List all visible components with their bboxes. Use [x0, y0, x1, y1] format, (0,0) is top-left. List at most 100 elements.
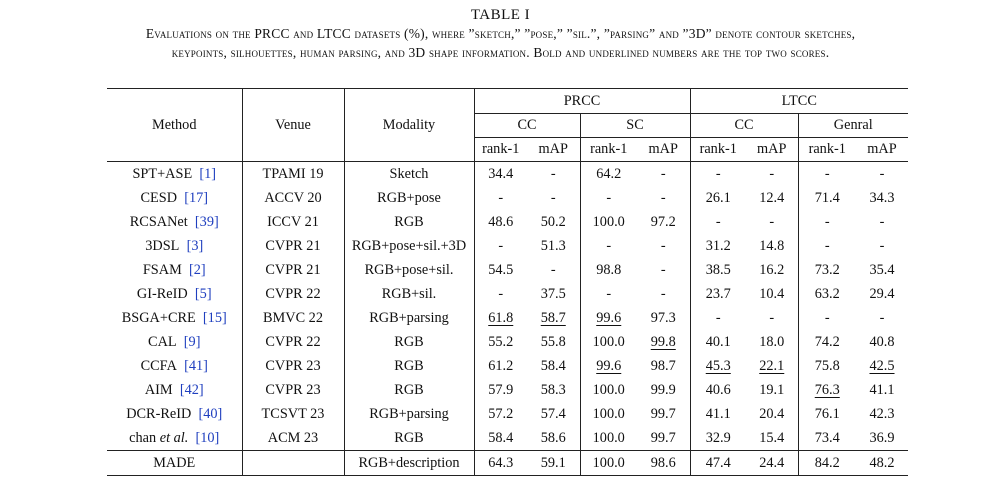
- citation-link[interactable]: [39]: [194, 213, 219, 230]
- score-cell: 48.6: [488, 213, 514, 230]
- venue-cell: TCSVT 23: [242, 402, 345, 426]
- table-row: CCFA [41] CVPR 23 RGB 61.2 58.4 99.6 98.7 45.3 2…: [107, 354, 908, 378]
- score-cell: 34.3: [869, 189, 895, 206]
- table-row: GI-ReID [5] CVPR 22 RGB+sil. -37.5- -23.7 10.…: [107, 282, 908, 306]
- score-cell: 15.4: [746, 426, 799, 451]
- method-cell: SPT+ASE [1]: [107, 161, 243, 186]
- header-method: Method: [107, 88, 243, 162]
- score-cell: 40.8: [869, 333, 895, 350]
- score-cell: 29.4: [869, 285, 895, 302]
- table-row: chan et al. [10] ACM 23 RGB 58.4 58.6 100.0 99…: [107, 426, 908, 451]
- score-cell: 73.4: [814, 429, 840, 446]
- method-name: FSAM: [142, 261, 182, 278]
- header-map: mAP: [527, 137, 581, 162]
- venue-cell: ICCV 21: [242, 210, 345, 234]
- header-prcc-sc: SC: [580, 113, 691, 138]
- score-cell: 97.2: [637, 210, 691, 234]
- score-cell: -: [498, 237, 504, 254]
- modality-cell: RGB+sil.: [344, 282, 475, 306]
- score-cell: 16.2: [746, 258, 799, 282]
- score-cell: 57.9: [488, 381, 514, 398]
- method-cell: 3DSL [3]: [107, 234, 243, 258]
- score-cell: -: [824, 165, 830, 182]
- score-cell: -: [879, 237, 885, 254]
- venue-cell: CVPR 21: [242, 258, 345, 282]
- score-cell: 55.8: [527, 330, 581, 354]
- table-row: 3DSL [3] CVPR 21 RGB+pose+sil.+3D -51.3- -31…: [107, 234, 908, 258]
- score-cell: 18.0: [746, 330, 799, 354]
- score-cell: 76.1: [814, 405, 840, 422]
- score-cell: 74.2: [814, 333, 840, 350]
- score-cell: -: [746, 306, 799, 330]
- score-cell: 98.6: [637, 450, 691, 476]
- score-cell: -: [715, 213, 721, 230]
- header-map: mAP: [637, 137, 691, 162]
- score-cell: 64.3: [488, 454, 514, 471]
- header-map: mAP: [867, 141, 897, 157]
- citation-link[interactable]: [42]: [179, 381, 204, 398]
- citation-link[interactable]: [41]: [184, 357, 208, 374]
- score-cell: 31.2: [705, 237, 731, 254]
- modality-cell: RGB: [344, 378, 475, 402]
- header-ltcc-cc: CC: [690, 113, 799, 138]
- method-name: CAL: [148, 333, 177, 350]
- score-cell: 20.4: [746, 402, 799, 426]
- score-cell: 48.2: [869, 454, 895, 471]
- header-ltcc-general: Genral: [798, 113, 908, 138]
- score-cell: 42.5: [869, 357, 895, 374]
- score-cell: 40.6: [705, 381, 731, 398]
- score-cell: -: [527, 161, 581, 186]
- method-name: CESD: [140, 189, 178, 206]
- modality-cell: RGB+parsing: [344, 402, 475, 426]
- table-row: SPT+ASE [1] TPAMI 19 Sketch 34.4-64.2- - - - -: [107, 161, 908, 186]
- score-cell: 26.1: [705, 189, 731, 206]
- header-rank1: rank-1: [808, 141, 846, 157]
- score-cell: 19.1: [746, 378, 799, 402]
- citation-link[interactable]: [9]: [183, 333, 201, 350]
- table-row: FSAM [2] CVPR 21 RGB+pose+sil. 54.5-98.8-38…: [107, 258, 908, 282]
- score-cell: 100.0: [592, 454, 625, 471]
- citation-link[interactable]: [40]: [198, 405, 223, 422]
- citation-link[interactable]: [17]: [184, 189, 209, 206]
- header-prcc: PRCC: [474, 88, 691, 114]
- modality-cell: RGB: [344, 354, 475, 378]
- score-cell: 40.1: [705, 333, 731, 350]
- header-modality: Modality: [344, 88, 475, 162]
- score-cell: 22.1: [746, 354, 799, 378]
- score-cell: -: [746, 210, 799, 234]
- score-cell: 58.6: [527, 426, 581, 451]
- score-cell: -: [637, 282, 691, 306]
- score-cell: 10.4: [746, 282, 799, 306]
- method-name: 3DSL: [145, 237, 180, 254]
- table-row: CESD [17] ACCV 20 RGB+pose - - - -26.1 12.4 71.4…: [107, 186, 908, 210]
- citation-link[interactable]: [3]: [186, 237, 204, 254]
- modality-cell: RGB+parsing: [344, 306, 475, 330]
- score-cell: -: [824, 237, 830, 254]
- citation-link[interactable]: [15]: [202, 309, 227, 326]
- modality-cell: RGB+pose+sil.: [344, 258, 475, 282]
- method-cell: MADE: [107, 450, 243, 476]
- score-cell: 57.2: [488, 405, 514, 422]
- modality-cell: RGB+pose+sil.+3D: [344, 234, 475, 258]
- venue-cell: CVPR 23: [242, 378, 345, 402]
- method-name-italic: et al.: [159, 429, 189, 446]
- score-cell: 99.9: [637, 378, 691, 402]
- modality-cell: RGB: [344, 330, 475, 354]
- table-row: AIM [42] CVPR 23 RGB 57.9 58.3 100.0 99.9 40.6 1…: [107, 378, 908, 402]
- score-cell: 55.2: [488, 333, 514, 350]
- score-cell: -: [527, 258, 581, 282]
- method-cell: chan et al. [10]: [107, 426, 243, 451]
- score-cell: -: [879, 165, 885, 182]
- citation-link[interactable]: [5]: [194, 285, 212, 302]
- citation-link[interactable]: [10]: [195, 429, 220, 446]
- citation-link[interactable]: [2]: [188, 261, 206, 278]
- table-title: TABLE I: [470, 7, 531, 23]
- method-name: chan: [129, 429, 160, 446]
- score-cell: 36.9: [869, 429, 895, 446]
- score-cell: -: [824, 213, 830, 230]
- score-cell: -: [637, 186, 691, 210]
- citation-link[interactable]: [1]: [199, 165, 217, 182]
- score-cell: -: [498, 285, 504, 302]
- venue-cell: ACM 23: [242, 426, 345, 451]
- venue-cell: TPAMI 19: [242, 161, 345, 186]
